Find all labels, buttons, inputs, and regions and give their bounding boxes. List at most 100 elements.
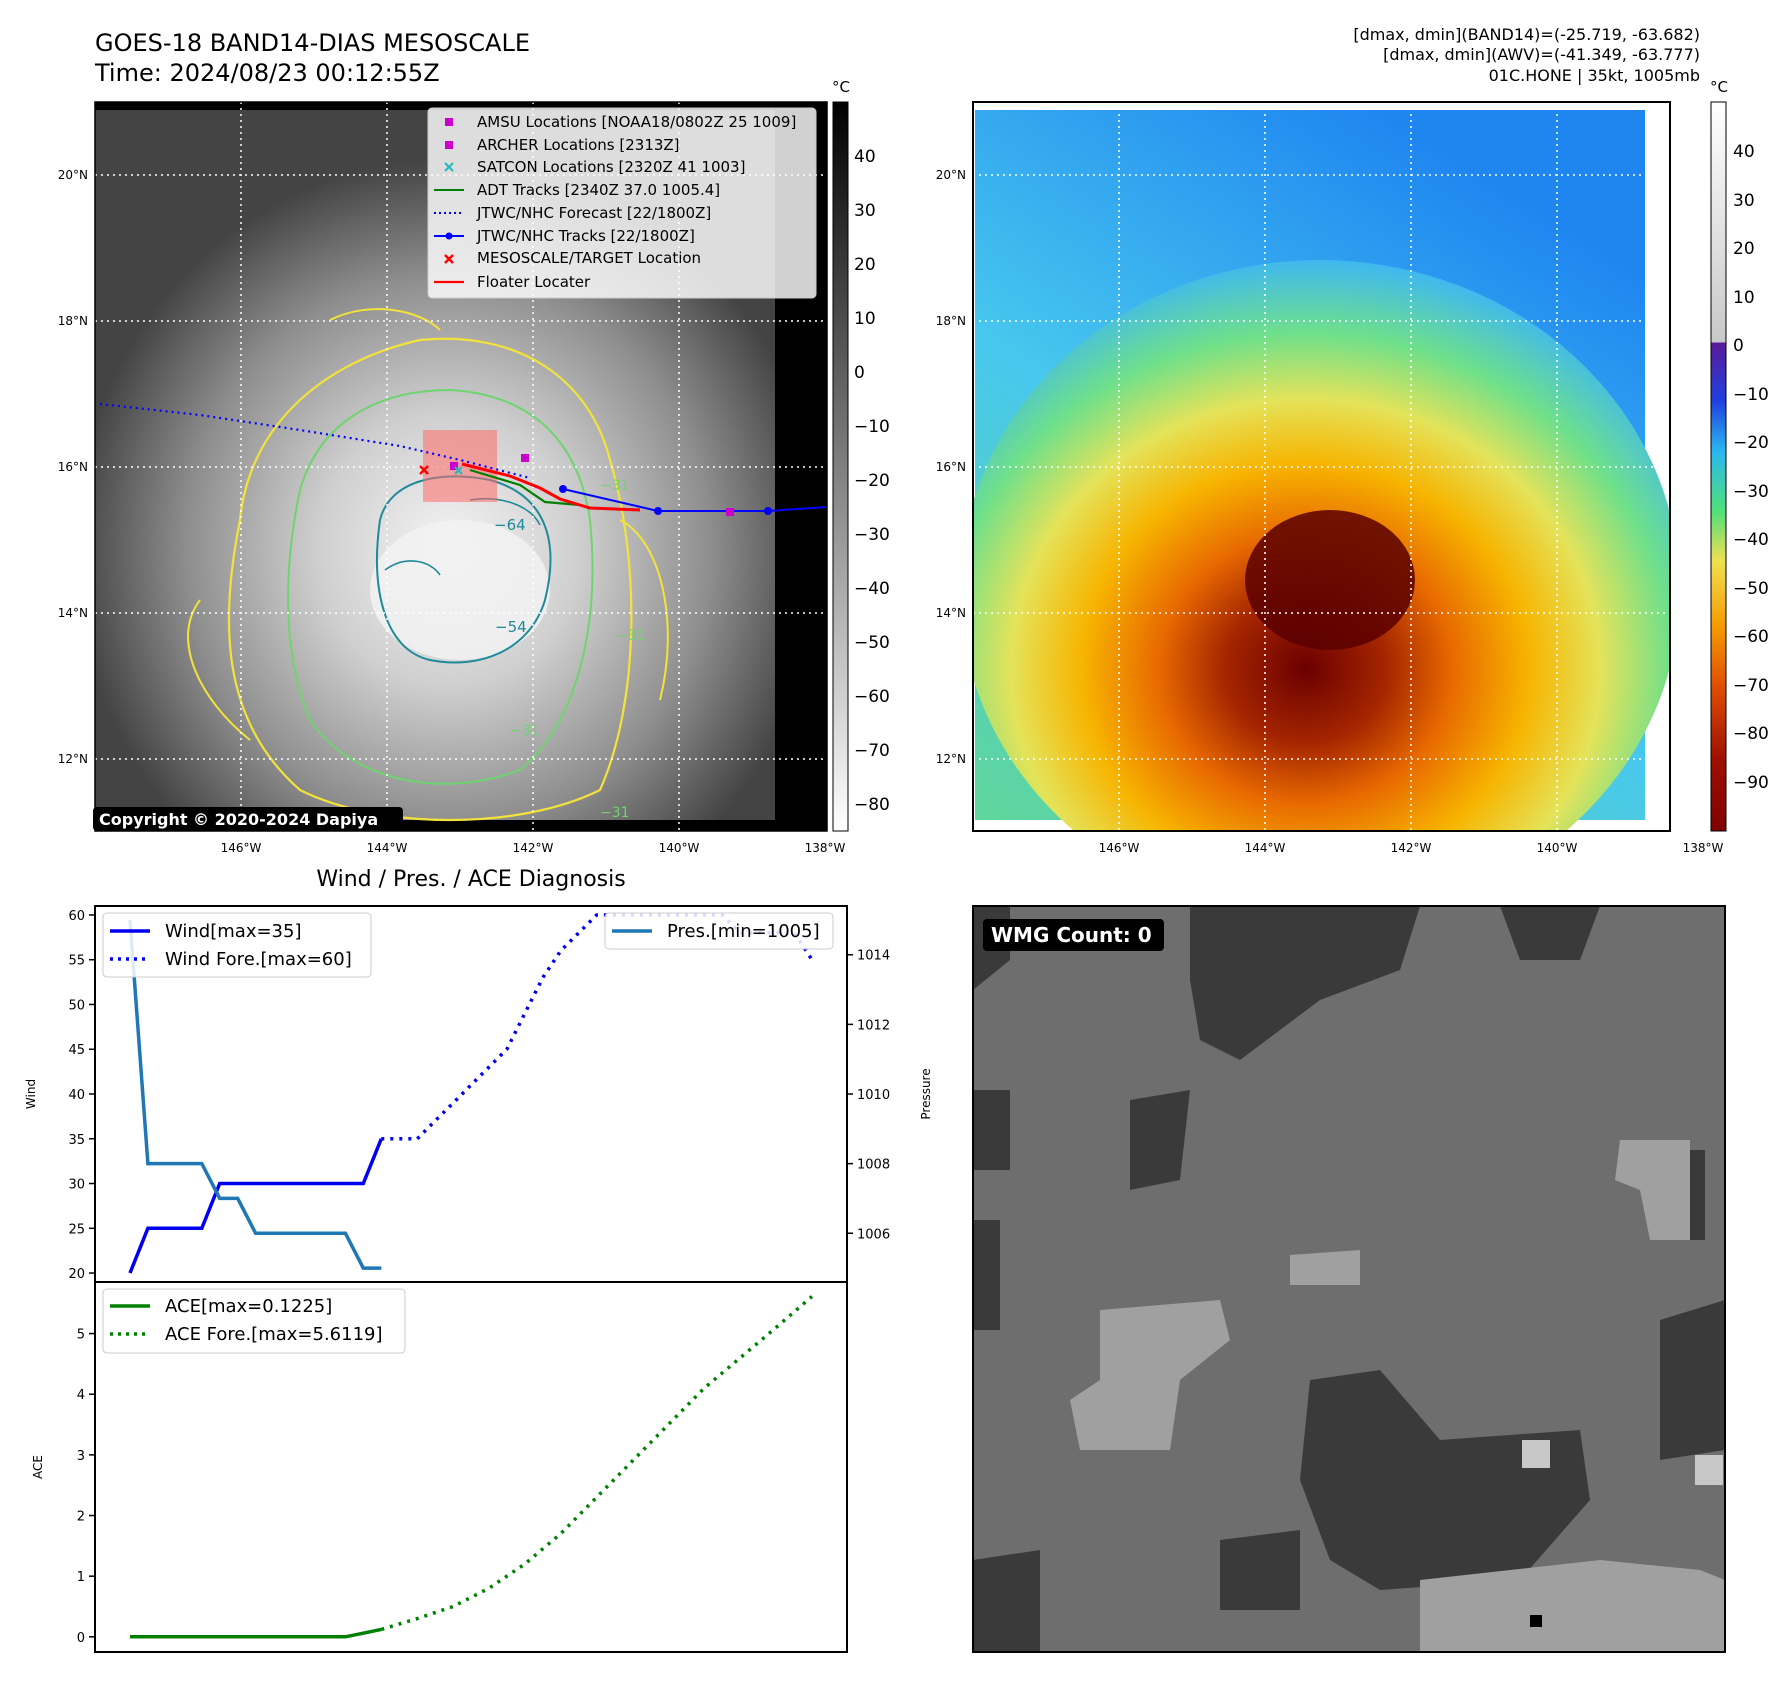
awv-core [1245,510,1415,650]
wind-line [128,1138,383,1274]
contour-label: −64 [494,516,526,534]
jtwc-forecast-track [99,402,531,480]
lat-tick: 14°N [936,606,966,620]
colorbar-tick: −50 [1733,579,1769,599]
pressure-legend: Pres.[min=1005] [604,912,834,950]
archer-marker [450,462,458,470]
ace-legend-label: ACE[max=0.1225] [165,1296,332,1317]
lon-tick: 140°W [1537,841,1578,855]
lon-tick: 144°W [367,841,408,855]
colorbar-tick: −40 [854,579,890,599]
lat-tick: 18°N [58,314,88,328]
ir-colorbar-ticks: 40 30 20 10 0 −10 −20 −30 −40 −50 −60 −7… [854,147,890,815]
colorbar-tick: 40 [1733,142,1755,162]
colorbar-tick: −50 [854,633,890,653]
awv-colorbar-unit: °C [1710,78,1728,96]
wmg-dark-region [1500,906,1600,960]
pressure-legend-label: Pres.[min=1005] [667,921,820,942]
diagnosis-title: Wind / Pres. / ACE Diagnosis [316,867,625,892]
colorbar-tick: 10 [854,309,876,329]
colorbar-tick: −10 [1733,385,1769,405]
wind-ytick-label: 60 [68,909,85,924]
legend-label: SATCON Locations [2320Z 41 1003] [477,158,745,176]
colorbar-tick: −60 [854,687,890,707]
wmg-count-label: WMG Count: 0 [991,923,1152,947]
colorbar-tick: −10 [854,417,890,437]
wmg-frame [972,905,1726,1653]
lon-tick: 142°W [1391,841,1432,855]
wmg-light-region [1290,1250,1360,1285]
colorbar-tick: 0 [1733,336,1744,356]
legend-target-swatch [444,254,454,264]
stats-band14: [dmax, dmin](BAND14)=(-25.719, -63.682) [1353,25,1700,44]
jtwc-point [654,507,662,515]
colorbar-tick: −20 [1733,433,1769,453]
lat-tick: 14°N [58,606,88,620]
amsu-marker [521,454,529,462]
ir-colorbar-unit: °C [832,78,850,96]
wind-legend-label: Wind[max=35] [165,921,302,942]
wmg-dark-region [973,1550,1040,1652]
contour-label: −31 [616,628,646,644]
ir-lon-labels: 146°W 144°W 142°W 140°W 138°W [221,841,846,855]
stats-awv: [dmax, dmin](AWV)=(-41.349, -63.777) [1383,45,1700,64]
ace-ytick-label: 1 [77,1570,85,1585]
adt-track [469,468,581,507]
wmg-light-cell [1695,1455,1723,1485]
ace-legend: ACE[max=0.1225] ACE Fore.[max=5.6119] [102,1288,406,1354]
ir-colorbar [832,101,849,832]
colorbar-tick: 30 [854,201,876,221]
legend-label: AMSU Locations [NOAA18/0802Z 25 1009] [477,113,796,131]
jtwc-track [562,488,827,512]
contour-label: −54 [495,618,527,636]
lat-tick: 12°N [58,752,88,766]
wind-fore-legend-label: Wind Fore.[max=60] [165,949,352,970]
ace-yticks: 5 4 3 2 1 0 [77,1328,95,1646]
wind-ytick-label: 20 [68,1267,85,1282]
jtwc-point [559,485,567,493]
legend-jtwc-point [445,232,453,240]
colorbar-tick: 0 [854,363,865,383]
lon-tick: 144°W [1245,841,1286,855]
ir-cold-core [370,520,550,660]
colorbar-tick: −30 [1733,482,1769,502]
wmg-dark-region [1130,1090,1190,1190]
pressure-ytick-label: 1010 [857,1088,890,1103]
awv-colorbar-ticks: 40 30 20 10 0 −10 −20 −30 −40 −50 −60 −7… [1733,142,1769,793]
wind-ytick-label: 45 [68,1043,85,1058]
wind-legend-box [102,912,372,978]
awv-lon-labels: 146°W 144°W 142°W 140°W 138°W [1099,841,1724,855]
copyright-box [93,807,403,831]
legend-box [427,107,817,299]
legend-label: Floater Locater [477,273,591,291]
contour-label: −31 [600,805,630,821]
contour-yellow-fragments [187,308,669,741]
wind-ytick-label: 30 [68,1178,85,1193]
legend-archer-swatch [445,141,453,149]
wind-yticks: 60 55 50 45 40 35 30 25 20 [68,909,95,1282]
colorbar-tick: −80 [1733,724,1769,744]
pressure-line [128,919,382,1270]
wind-ytick-label: 35 [68,1133,85,1148]
storm-info: 01C.HONE | 35kt, 1005mb [1489,66,1700,85]
colorbar-tick: 20 [854,255,876,275]
ace-line [130,1627,382,1639]
wind-ytick-label: 25 [68,1222,85,1237]
colorbar-tick: −60 [1733,627,1769,647]
awv-map-panel: 20°N 18°N 16°N 14°N 12°N 146°W 144°W 142… [936,78,1769,855]
colorbar-tick: −90 [1733,773,1769,793]
wmg-label-box [983,919,1164,951]
wmg-dark-region [1300,1370,1590,1590]
lon-tick: 142°W [513,841,554,855]
pressure-ylabel: Pressure [919,1068,933,1119]
lat-tick: 16°N [58,460,88,474]
lon-tick: 146°W [221,841,262,855]
mesoscale-box [423,430,497,502]
wind-ylabel: Wind [24,1079,38,1109]
wmg-dark-region [1660,1300,1725,1460]
wmg-light-region [1070,1300,1230,1450]
wmg-light-region [1420,1560,1725,1652]
legend-label: JTWC/NHC Tracks [22/1800Z] [476,227,695,245]
contour-green [287,388,594,785]
